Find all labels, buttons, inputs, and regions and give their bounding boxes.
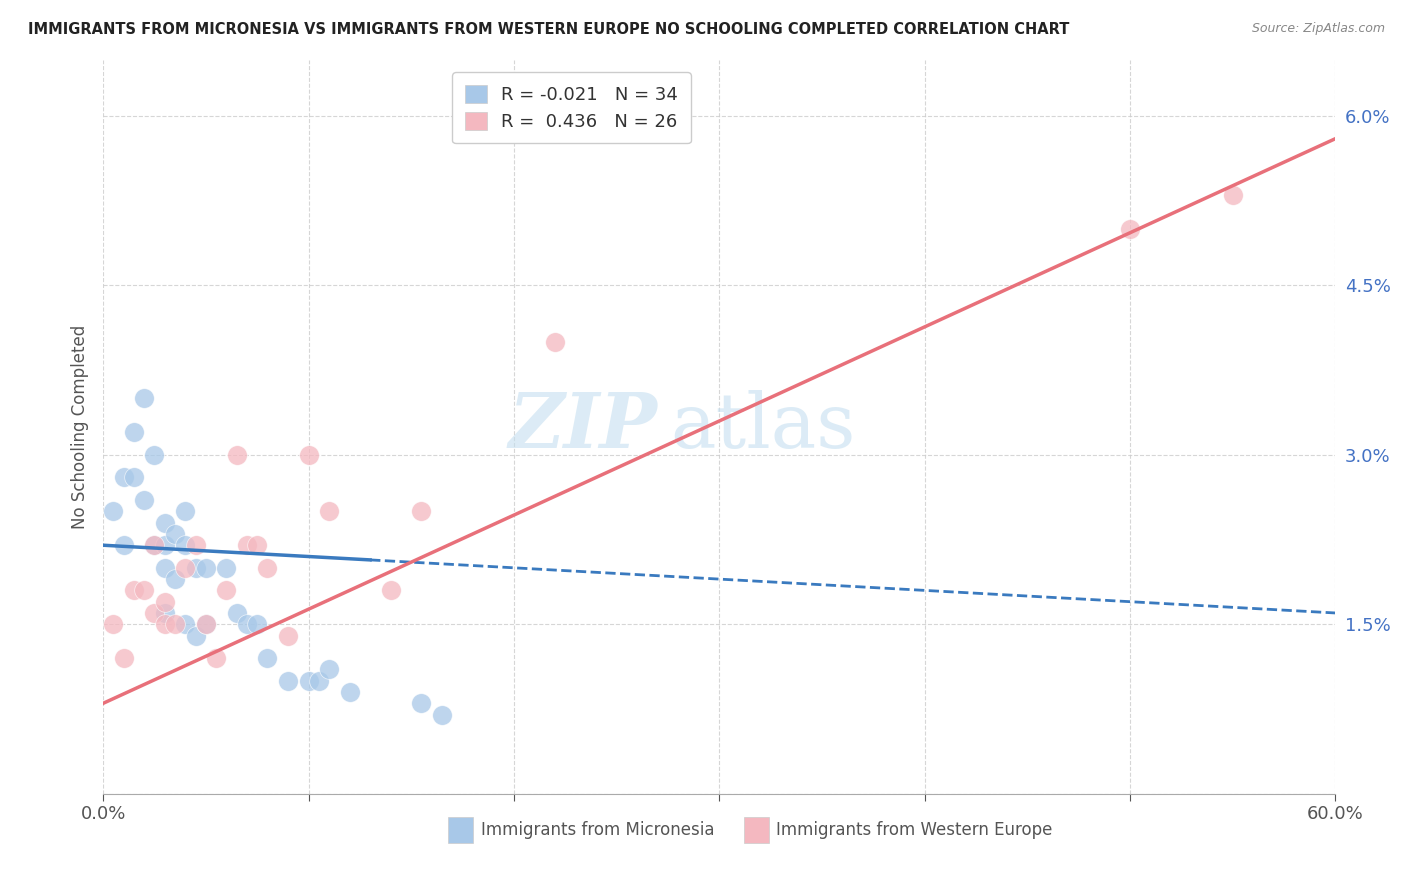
Point — [134, 392, 156, 406]
Point — [246, 538, 269, 552]
Point — [339, 685, 361, 699]
Point — [153, 606, 176, 620]
Point — [163, 572, 186, 586]
Text: atlas: atlas — [671, 390, 855, 464]
Y-axis label: No Schooling Completed: No Schooling Completed — [72, 325, 89, 529]
Text: Source: ZipAtlas.com: Source: ZipAtlas.com — [1251, 22, 1385, 36]
Point — [174, 561, 197, 575]
Point — [194, 617, 217, 632]
Point — [143, 448, 166, 462]
Point — [215, 561, 238, 575]
Point — [134, 583, 156, 598]
Point — [134, 493, 156, 508]
Text: ZIP: ZIP — [509, 390, 658, 464]
Legend: R = -0.021   N = 34, R =  0.436   N = 26: R = -0.021 N = 34, R = 0.436 N = 26 — [453, 72, 690, 144]
Point — [143, 538, 166, 552]
Point — [1119, 222, 1142, 236]
Point — [256, 561, 278, 575]
Point — [256, 651, 278, 665]
Point — [430, 707, 453, 722]
Point — [544, 334, 567, 349]
Point — [297, 673, 319, 688]
Point — [277, 673, 299, 688]
Text: IMMIGRANTS FROM MICRONESIA VS IMMIGRANTS FROM WESTERN EUROPE NO SCHOOLING COMPLE: IMMIGRANTS FROM MICRONESIA VS IMMIGRANTS… — [28, 22, 1070, 37]
Point — [297, 448, 319, 462]
Point — [184, 629, 207, 643]
Point — [380, 583, 402, 598]
Point — [143, 606, 166, 620]
Point — [174, 504, 197, 518]
Point — [153, 516, 176, 530]
Point — [225, 606, 247, 620]
Point — [194, 561, 217, 575]
Point — [246, 617, 269, 632]
Point — [205, 651, 228, 665]
Point — [236, 617, 259, 632]
Point — [215, 583, 238, 598]
Point — [112, 651, 135, 665]
Point — [122, 470, 145, 484]
Point — [103, 617, 125, 632]
Point — [153, 595, 176, 609]
Point — [163, 527, 186, 541]
Point — [112, 538, 135, 552]
Point — [411, 504, 433, 518]
Point — [163, 617, 186, 632]
Point — [318, 663, 340, 677]
Text: Immigrants from Micronesia: Immigrants from Micronesia — [481, 821, 714, 839]
Point — [153, 561, 176, 575]
Point — [194, 617, 217, 632]
Point — [112, 470, 135, 484]
Point — [153, 617, 176, 632]
Point — [174, 538, 197, 552]
Point — [174, 617, 197, 632]
Point — [122, 583, 145, 598]
Point — [184, 561, 207, 575]
Point — [103, 504, 125, 518]
Text: Immigrants from Western Europe: Immigrants from Western Europe — [776, 821, 1053, 839]
Point — [184, 538, 207, 552]
Point — [277, 629, 299, 643]
Point — [236, 538, 259, 552]
Point — [318, 504, 340, 518]
Point — [308, 673, 330, 688]
Point — [1222, 188, 1244, 202]
Point — [153, 538, 176, 552]
Point — [122, 425, 145, 440]
Point — [225, 448, 247, 462]
Point — [411, 696, 433, 710]
Point — [143, 538, 166, 552]
